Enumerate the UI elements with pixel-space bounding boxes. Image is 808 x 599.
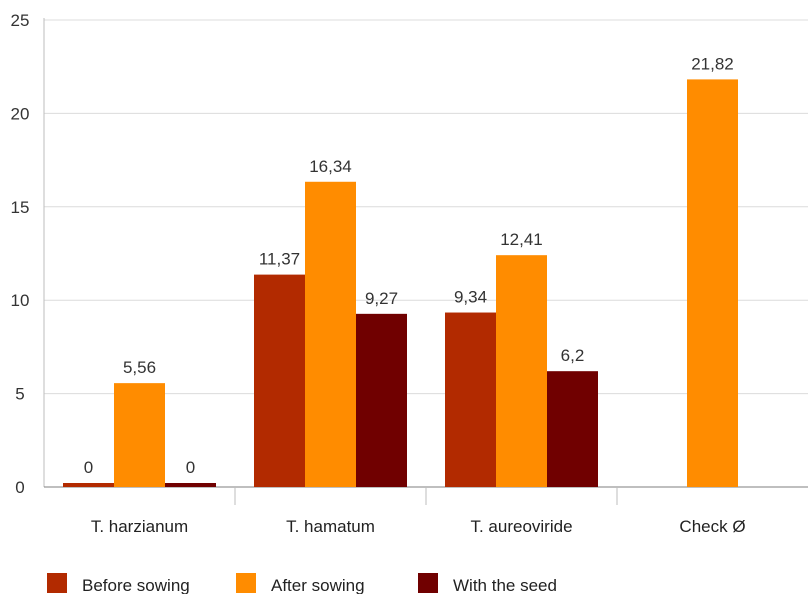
y-tick-label: 5 xyxy=(15,385,24,404)
bar-value-label: 9,34 xyxy=(454,288,487,307)
bar-value-label: 12,41 xyxy=(500,230,543,249)
x-category-label: Check Ø xyxy=(679,517,745,536)
y-tick-label: 25 xyxy=(11,11,30,30)
bar-value-label: 11,37 xyxy=(259,250,300,269)
bar xyxy=(356,313,407,487)
bar-value-label: 6,2 xyxy=(561,346,585,365)
data-labels: 0 5,56 0 11,37 16,34 9,27 9,34 12,41 6,2 21,82 xyxy=(84,54,734,477)
legend: Before sowing After sowing With the seed xyxy=(47,573,557,595)
y-tick-label: 0 xyxy=(15,478,24,497)
x-category-label: T. hamatum xyxy=(286,517,375,536)
legend-swatch xyxy=(418,573,438,593)
gridlines xyxy=(44,19,808,395)
legend-swatch xyxy=(236,573,256,593)
legend-label: With the seed xyxy=(453,576,557,594)
y-tick-label: 20 xyxy=(11,104,30,123)
bar xyxy=(547,371,598,487)
bar xyxy=(445,312,496,487)
bar xyxy=(254,274,305,487)
bar xyxy=(496,255,547,487)
x-category-label: T. harzianum xyxy=(91,517,188,536)
bar xyxy=(687,79,738,487)
bar-value-label: 0 xyxy=(84,458,93,477)
legend-swatch xyxy=(47,573,67,593)
y-tick-label: 10 xyxy=(11,291,30,310)
y-tick-label: 15 xyxy=(11,198,30,217)
bar-value-label: 9,27 xyxy=(365,289,398,308)
legend-label: Before sowing xyxy=(82,576,190,594)
bar-value-label: 21,82 xyxy=(691,54,734,73)
bars xyxy=(63,79,738,487)
bar xyxy=(305,181,356,487)
bar xyxy=(114,383,165,487)
x-category-label: T. aureoviride xyxy=(470,517,572,536)
bar xyxy=(165,483,216,487)
bar-value-label: 16,34 xyxy=(309,157,352,176)
bar-value-label: 5,56 xyxy=(123,358,156,377)
bar xyxy=(63,483,114,487)
bar-value-label: 0 xyxy=(186,458,195,477)
legend-label: After sowing xyxy=(271,576,365,594)
